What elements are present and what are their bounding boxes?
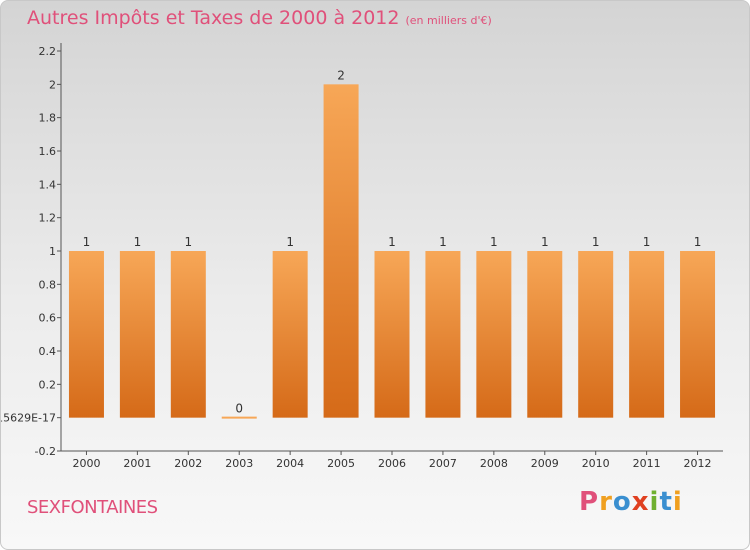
- y-tick-label: 0.4: [39, 345, 57, 358]
- data-label: 1: [184, 235, 192, 249]
- y-tick-label: 0.6: [39, 312, 57, 325]
- y-tick-label: 1: [49, 245, 56, 258]
- x-tick-label: 2004: [276, 457, 304, 470]
- bar: [425, 251, 461, 418]
- bar: [119, 251, 155, 418]
- chart-subtitle: (en milliers d'€): [405, 14, 492, 27]
- bar: [68, 251, 104, 418]
- bar: [629, 251, 665, 418]
- y-tick-label: -0.2: [35, 445, 56, 458]
- data-label: 1: [694, 235, 702, 249]
- y-tick-label: 1.8: [39, 112, 57, 125]
- x-tick-label: 2009: [531, 457, 559, 470]
- data-label: 1: [541, 235, 549, 249]
- data-label: 1: [286, 235, 294, 249]
- data-label: 0: [235, 402, 243, 416]
- bar: [476, 251, 512, 418]
- y-tick-label: 0.2: [39, 378, 57, 391]
- x-tick-label: 2000: [72, 457, 100, 470]
- x-tick-label: 2001: [123, 457, 151, 470]
- x-tick-label: 2012: [684, 457, 712, 470]
- x-tick-label: 2011: [633, 457, 661, 470]
- bar: [374, 251, 410, 418]
- y-tick-label: -1.15629E-17: [1, 412, 56, 425]
- x-tick-label: 2005: [327, 457, 355, 470]
- bar: [527, 251, 563, 418]
- data-label: 1: [83, 235, 91, 249]
- data-label: 1: [134, 235, 142, 249]
- logo-letter: t: [659, 487, 673, 517]
- y-tick-label: 2.2: [39, 45, 57, 58]
- x-tick-label: 2007: [429, 457, 457, 470]
- logo-letter: i: [672, 487, 683, 517]
- logo-letter: x: [631, 487, 650, 517]
- data-label: 1: [592, 235, 600, 249]
- chart-title: Autres Impôts et Taxes de 2000 à 2012 (en…: [27, 7, 492, 29]
- commune-name: SEXFONTAINES: [27, 497, 158, 518]
- data-label: 1: [643, 235, 651, 249]
- bar: [272, 251, 308, 418]
- y-tick-label: 2: [49, 78, 56, 91]
- x-tick-label: 2002: [174, 457, 202, 470]
- x-tick-label: 2010: [582, 457, 610, 470]
- y-tick-label: 1.6: [39, 145, 57, 158]
- x-tick-label: 2006: [378, 457, 406, 470]
- bar: [170, 251, 206, 418]
- logo-letter: P: [579, 487, 600, 517]
- y-tick-label: 0.8: [39, 278, 57, 291]
- proxiti-logo: Proxiti: [579, 487, 683, 517]
- data-label: 1: [439, 235, 447, 249]
- logo-letter: r: [599, 487, 613, 517]
- data-label: 1: [490, 235, 498, 249]
- data-label: 2: [337, 68, 345, 82]
- chart-title-text: Autres Impôts et Taxes de 2000 à 2012: [27, 7, 400, 29]
- bar: [578, 251, 614, 418]
- data-label: 1: [388, 235, 396, 249]
- logo-letter: i: [649, 487, 660, 517]
- y-tick-label: 1.4: [39, 178, 57, 191]
- logo-letter: o: [612, 487, 632, 517]
- bar: [680, 251, 716, 418]
- y-tick-label: 1.2: [39, 212, 57, 225]
- x-tick-label: 2008: [480, 457, 508, 470]
- x-tick-label: 2003: [225, 457, 253, 470]
- bar: [323, 84, 359, 418]
